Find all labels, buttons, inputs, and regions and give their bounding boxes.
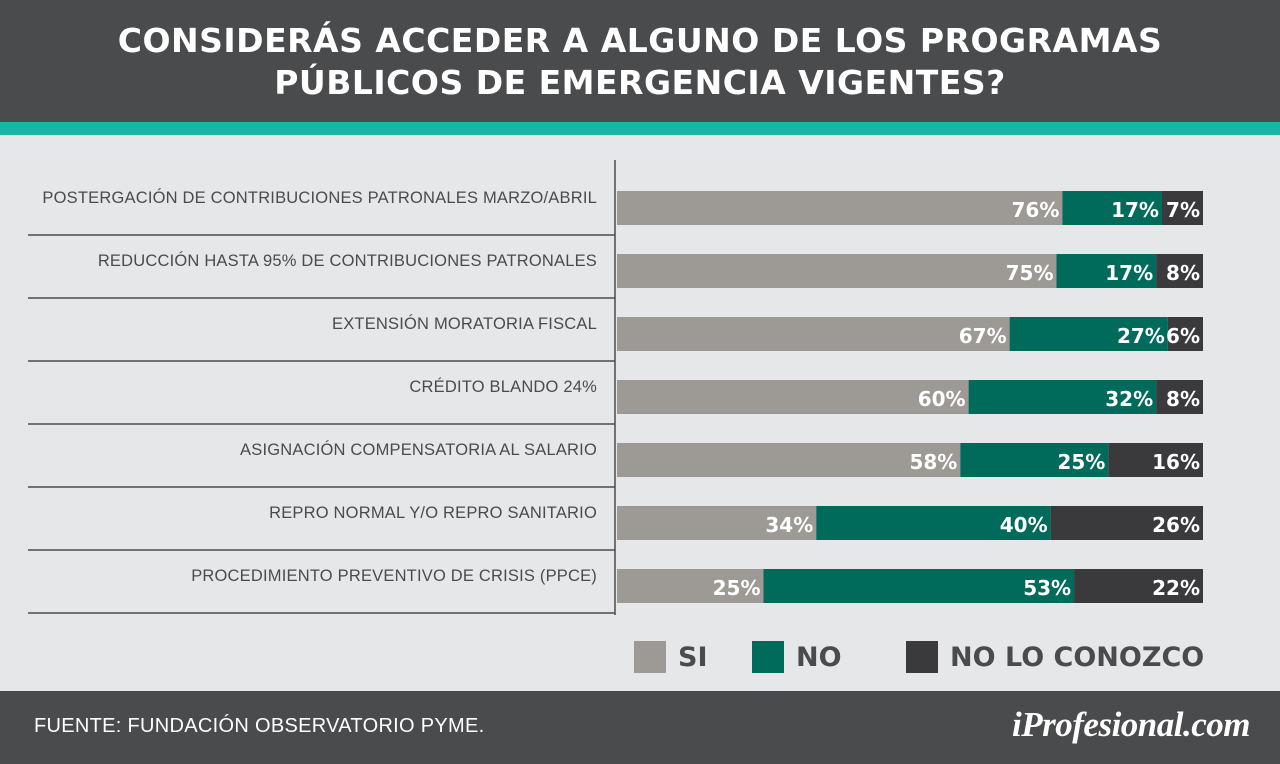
header-banner: CONSIDERÁS ACCEDER A ALGUNO DE LOS PROGR… — [0, 0, 1280, 122]
data-label: 7% — [1166, 198, 1200, 222]
legend-swatch-no-lo-conozco — [906, 641, 938, 673]
bar-segment-si — [617, 443, 961, 477]
bar-segment-no-lo-conozco — [1161, 191, 1203, 225]
data-label: 17% — [1111, 198, 1159, 222]
data-label: 60% — [918, 387, 966, 411]
category-label: REPRO NORMAL Y/O REPRO SANITARIO — [269, 504, 597, 522]
bar-segment-si — [617, 191, 1063, 225]
data-label: 67% — [959, 324, 1007, 348]
data-label: 16% — [1152, 450, 1200, 474]
chart-title: CONSIDERÁS ACCEDER A ALGUNO DE LOS PROGR… — [0, 20, 1280, 104]
category-label: PROCEDIMIENTO PREVENTIVO DE CRISIS (PPCE… — [191, 567, 597, 585]
legend-label-no-lo-conozco: NO LO CONOZCO — [950, 641, 1205, 673]
bar-segment-si — [617, 317, 1010, 351]
data-label: 58% — [909, 450, 957, 474]
chart-title-line-1: CONSIDERÁS ACCEDER A ALGUNO DE LOS PROGR… — [117, 21, 1163, 60]
bar-segment-no-lo-conozco — [1050, 506, 1203, 540]
data-label: 17% — [1105, 261, 1153, 285]
bar-segment-no — [763, 569, 1075, 603]
bar-segment-no — [1009, 317, 1168, 351]
stacked-bar-chart: POSTERGACIÓN DE CONTRIBUCIONES PATRONALE… — [28, 160, 1203, 615]
data-label: 53% — [1023, 576, 1071, 600]
data-label: 75% — [1006, 261, 1054, 285]
bar-segment-no-lo-conozco — [1108, 443, 1203, 477]
data-label: 34% — [765, 513, 813, 537]
legend-item-si: SI — [634, 640, 708, 674]
bar-segment-no — [968, 380, 1157, 414]
bar-segment-si — [617, 506, 817, 540]
bar-segment-no-lo-conozco — [1074, 569, 1203, 603]
bar-segment-si — [617, 380, 969, 414]
data-label: 40% — [1000, 513, 1048, 537]
category-label: POSTERGACIÓN DE CONTRIBUCIONES PATRONALE… — [42, 188, 597, 207]
bar-segment-no-lo-conozco — [1167, 317, 1203, 351]
bar-segment-no — [1056, 254, 1157, 288]
data-label: 25% — [713, 576, 761, 600]
chart-legend: SI NO NO LO CONOZCO — [0, 630, 1280, 686]
data-label: 27% — [1117, 324, 1165, 348]
source-note: FUENTE: FUNDACIÓN OBSERVATORIO PYME. — [34, 715, 485, 737]
bar-segment-no-lo-conozco — [1156, 254, 1203, 288]
data-label: 25% — [1057, 450, 1105, 474]
bar-segment-no — [816, 506, 1051, 540]
legend-swatch-si — [634, 641, 666, 673]
legend-item-no: NO — [752, 640, 842, 674]
data-label: 76% — [1011, 198, 1059, 222]
category-label: EXTENSIÓN MORATORIA FISCAL — [332, 314, 597, 333]
data-label: 22% — [1152, 576, 1200, 600]
legend-label-si: SI — [678, 641, 708, 673]
data-label: 6% — [1166, 324, 1200, 348]
bar-segment-si — [617, 569, 764, 603]
chart-title-line-2: PÚBLICOS DE EMERGENCIA VIGENTES? — [274, 63, 1006, 102]
data-label: 26% — [1152, 513, 1200, 537]
bar-segment-si — [617, 254, 1057, 288]
category-label: CRÉDITO BLANDO 24% — [409, 377, 597, 396]
accent-stripe — [0, 122, 1280, 135]
bar-segment-no-lo-conozco — [1156, 380, 1203, 414]
legend-swatch-no — [752, 641, 784, 673]
bar-segment-no — [960, 443, 1109, 477]
bar-segment-no — [1062, 191, 1162, 225]
brand-logo-text: iProfesional.com — [1012, 705, 1250, 744]
legend-label-no: NO — [796, 641, 842, 673]
category-label: ASIGNACIÓN COMPENSATORIA AL SALARIO — [240, 440, 597, 459]
category-label: REDUCCIÓN HASTA 95% DE CONTRIBUCIONES PA… — [98, 251, 597, 270]
data-label: 8% — [1166, 261, 1200, 285]
footer-banner: FUENTE: FUNDACIÓN OBSERVATORIO PYME. iPr… — [0, 691, 1280, 764]
legend-item-no-lo-conozco: NO LO CONOZCO — [906, 640, 1204, 674]
data-label: 32% — [1105, 387, 1153, 411]
data-label: 8% — [1166, 387, 1200, 411]
